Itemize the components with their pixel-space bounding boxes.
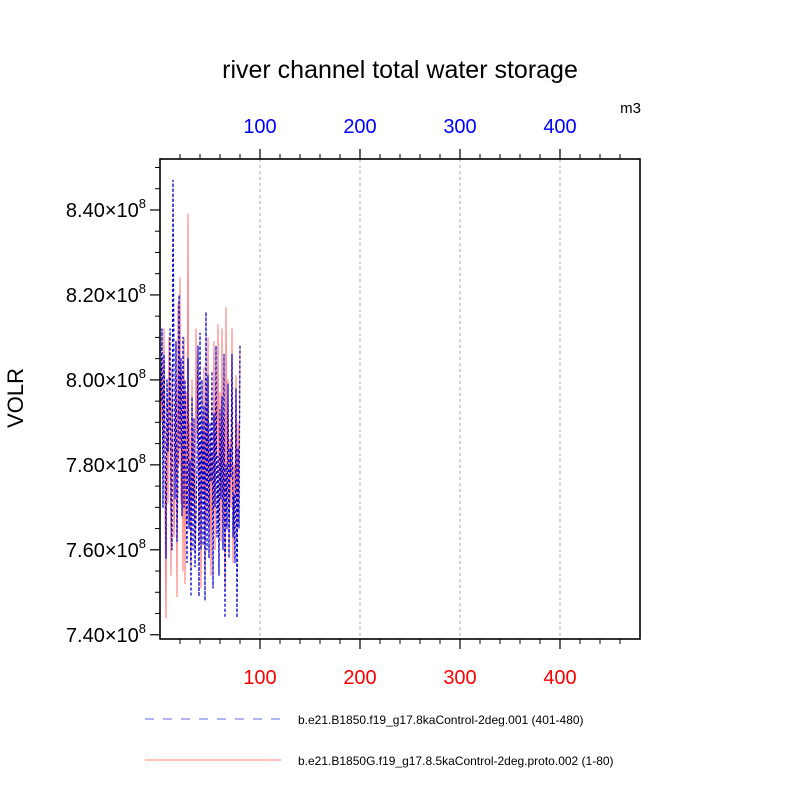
axis-ticks: 100 100 200 200 300 300 400 400 7.40×108 7.60×108… xyxy=(66,116,621,689)
x-tick-label-top: 300 xyxy=(443,116,476,138)
y-tick-mantissa: 7.40 xyxy=(66,625,105,647)
legend: b.e21.B1850.f19_g17.8kaControl-2deg.001 … xyxy=(145,713,614,768)
grid-lines xyxy=(259,159,561,639)
y-tick-exponent: 8 xyxy=(139,451,146,466)
units-label: m3 xyxy=(620,100,641,117)
y-tick-mantissa: 8.00 xyxy=(66,370,105,392)
y-tick-exponent: 8 xyxy=(139,621,146,636)
x-tick-label-bottom: 400 xyxy=(543,667,576,689)
series-line-1 xyxy=(160,179,241,619)
y-tick-label: 7.40×108 xyxy=(66,621,146,647)
x-tick-label-bottom: 200 xyxy=(343,667,376,689)
y-tick-mantissa: 8.20 xyxy=(66,285,105,307)
y-tick-exponent: 8 xyxy=(139,281,146,296)
y-tick-mantissa: 7.80 xyxy=(66,455,105,477)
y-tick-label: 8.00×108 xyxy=(66,366,146,392)
y-tick-exponent: 8 xyxy=(139,536,146,551)
y-tick-label: 8.40×108 xyxy=(66,196,146,222)
chart-title: river channel total water storage xyxy=(222,56,578,84)
y-tick-exponent: 8 xyxy=(139,196,146,211)
y-tick-label: 7.60×108 xyxy=(66,536,146,562)
y-axis-label: VOLR xyxy=(3,368,28,428)
y-tick-mantissa: 7.60 xyxy=(66,540,105,562)
x-tick-label-bottom: 300 xyxy=(443,667,476,689)
y-tick-mantissa: 8.40 xyxy=(66,200,105,222)
x-tick-label-top: 200 xyxy=(343,116,376,138)
series-layer xyxy=(160,179,241,619)
x-tick-label-top: 400 xyxy=(543,116,576,138)
legend-label-2: b.e21.B1850G.f19_g17.8.5kaControl-2deg.p… xyxy=(298,754,614,768)
y-tick-label: 7.80×108 xyxy=(66,451,146,477)
y-tick-label: 8.20×108 xyxy=(66,281,146,307)
y-tick-exponent: 8 xyxy=(139,366,146,381)
legend-label-1: b.e21.B1850.f19_g17.8kaControl-2deg.001 … xyxy=(298,713,584,727)
x-tick-label-bottom: 100 xyxy=(243,667,276,689)
x-tick-label-top: 100 xyxy=(243,116,276,138)
